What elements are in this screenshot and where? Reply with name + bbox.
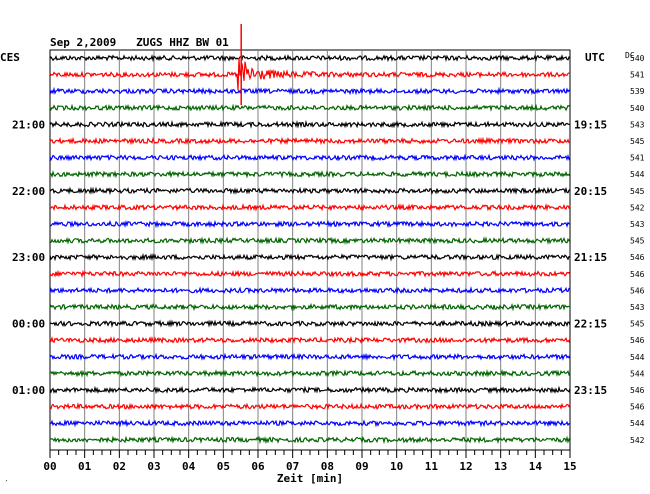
dc-offset-19: 544 (630, 369, 645, 378)
dc-offset-0: 540 (630, 54, 645, 63)
x-tick-label-07: 07 (286, 460, 299, 473)
plot-grid (49, 49, 571, 451)
trace-group: 540 541 539 540 543 545 541 544 545 542 543 545 546 5… (49, 24, 645, 445)
dc-offset-11: 545 (630, 237, 645, 246)
trace-row-4 (49, 119, 571, 129)
dc-offset-2: 539 (630, 87, 645, 96)
trace-row-1 (49, 58, 571, 91)
dc-offset-5: 545 (630, 137, 645, 146)
dc-offset-1: 541 (630, 71, 645, 80)
right-time-label-1: 20:15 (574, 185, 607, 198)
dc-offset-21: 546 (630, 403, 645, 412)
dc-offset-18: 544 (630, 353, 645, 362)
x-tick-label-10: 10 (390, 460, 403, 473)
x-tick-label-05: 05 (217, 460, 230, 473)
x-tick-label-04: 04 (182, 460, 196, 473)
x-axis: 00 01 02 03 04 05 06 07 08 09 10 11 12 13 14 15 (43, 449, 577, 473)
dc-offset-15: 543 (630, 303, 645, 312)
dc-offset-8: 545 (630, 187, 645, 196)
left-time-label-2: 23:00 (12, 251, 45, 264)
trace-row-21 (49, 402, 571, 411)
x-tick-label-02: 02 (113, 460, 126, 473)
x-tick-label-00: 00 (43, 460, 56, 473)
dc-offset-4: 543 (630, 120, 645, 129)
dc-offset-7: 544 (630, 170, 645, 179)
x-tick-label-13: 13 (494, 460, 507, 473)
trace-row-7 (49, 169, 571, 179)
x-tick-label-06: 06 (251, 460, 265, 473)
trace-row-14 (49, 286, 571, 295)
x-axis-label: Zeit [min] (277, 472, 343, 485)
x-tick-label-03: 03 (147, 460, 160, 473)
x-tick-label-14: 14 (529, 460, 543, 473)
dc-offset-9: 542 (630, 203, 645, 212)
right-time-label-0: 19:15 (574, 118, 607, 131)
right-time-label-3: 22:15 (574, 318, 607, 331)
trace-row-11 (49, 236, 571, 245)
left-time-label-4: 01:00 (12, 384, 45, 397)
dc-column-header: DC (625, 51, 635, 60)
dc-offset-6: 541 (630, 154, 645, 163)
trace-row-9 (49, 203, 571, 212)
trace-row-3 (49, 103, 571, 112)
trace-row-17 (49, 335, 571, 345)
dc-offset-16: 545 (630, 320, 645, 329)
dc-offset-14: 546 (630, 286, 645, 295)
trace-row-15 (49, 302, 571, 312)
trace-row-23 (49, 435, 571, 445)
dc-offset-12: 546 (630, 253, 645, 262)
trace-row-19 (49, 369, 571, 378)
trace-row-22 (49, 418, 571, 428)
left-time-label-1: 22:00 (12, 185, 45, 198)
dc-offset-10: 543 (630, 220, 645, 229)
left-timezone-label: CES (0, 51, 20, 64)
x-tick-label-01: 01 (78, 460, 92, 473)
trace-row-5 (49, 136, 571, 146)
trace-row-2 (49, 86, 571, 96)
dc-offset-23: 542 (630, 436, 645, 445)
trace-row-6 (49, 153, 571, 162)
x-tick-label-12: 12 (459, 460, 472, 473)
trace-row-0 (49, 53, 571, 63)
trace-row-10 (50, 219, 571, 229)
left-time-label-0: 21:00 (12, 118, 45, 131)
right-time-label-4: 23:15 (574, 384, 607, 397)
trace-row-16 (49, 319, 571, 328)
row-labels: 21:00 22:00 23:00 00:00 01:00 19:15 20:15 21:15… (12, 118, 607, 397)
dc-offset-3: 540 (630, 104, 645, 113)
trace-row-8 (49, 186, 571, 196)
trace-row-20 (49, 385, 571, 395)
corner-mark: ′ (4, 479, 9, 488)
trace-row-12 (49, 252, 571, 262)
chart-title: Sep 2,2009 ZUGS HHZ BW 01 (50, 36, 229, 49)
x-tick-label-09: 09 (355, 460, 368, 473)
dc-offset-13: 546 (630, 270, 645, 279)
left-time-label-3: 00:00 (12, 318, 45, 331)
dc-offset-17: 546 (630, 336, 645, 345)
dc-offset-22: 544 (630, 419, 645, 428)
x-tick-label-15: 15 (563, 460, 576, 473)
trace-row-13 (49, 269, 571, 279)
dc-offset-20: 546 (630, 386, 645, 395)
x-tick-label-11: 11 (425, 460, 439, 473)
right-time-label-2: 21:15 (574, 251, 607, 264)
x-tick-label-08: 08 (321, 460, 334, 473)
trace-row-18 (49, 352, 571, 362)
right-timezone-label: UTC (585, 51, 605, 64)
